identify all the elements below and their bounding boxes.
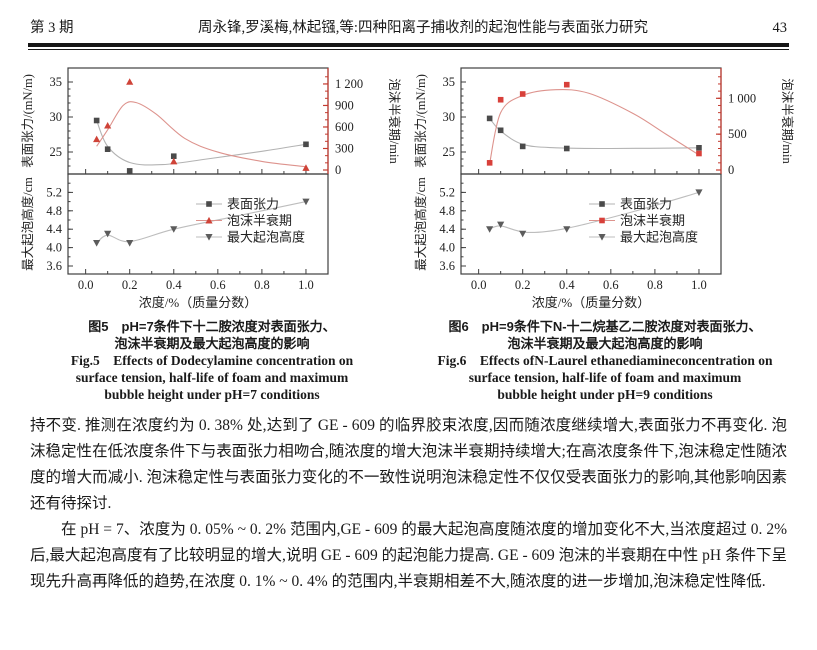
svg-text:表面张力/(mN/m): 表面张力/(mN/m) bbox=[20, 74, 35, 168]
body-text: 持不变. 推测在浓度约为 0. 38% 处,达到了 GE - 609 的临界胶束… bbox=[30, 413, 787, 595]
svg-text:0.4: 0.4 bbox=[166, 278, 182, 292]
issue-number: 第 3 期 bbox=[30, 20, 74, 36]
svg-text:浓度/%（质量分数）: 浓度/%（质量分数） bbox=[532, 295, 650, 310]
figure6-caption-en-line1: Fig.6 Effects ofN-Laurel ethanediamineco… bbox=[437, 352, 773, 368]
svg-text:表面张力/(mN/m): 表面张力/(mN/m) bbox=[413, 74, 428, 168]
figure6-caption-en-line2: surface tension, half-life of foam and m… bbox=[468, 369, 742, 385]
svg-text:0.2: 0.2 bbox=[515, 278, 531, 292]
figures-row: 0.0 0.2 0.4 0.6 0.8 1.0 浓度/%（质量分数） 25 30 35 表面张力/(… bbox=[0, 50, 817, 403]
figure6-caption-cn-line2: 泡沫半衰期及最大起泡高度的影响 bbox=[507, 335, 703, 351]
figure5-caption-en-line1: Fig.5 Effects of Dodecylamine concentrat… bbox=[70, 352, 354, 368]
page-number: 43 bbox=[772, 20, 788, 36]
figure6-caption: 图6 pH=9条件下N-十二烷基乙二胺浓度对表面张力、 泡沫半衰期及最大起泡高度… bbox=[411, 318, 799, 403]
svg-text:4.8: 4.8 bbox=[439, 203, 455, 217]
svg-text:900: 900 bbox=[335, 98, 354, 112]
figure6-caption-en-line3: bubble height under pH=9 conditions bbox=[497, 386, 713, 402]
figure-6: 0.0 0.2 0.4 0.6 0.8 1.0 浓度/%（质量分数） 25 30 35 表面张力/(… bbox=[411, 58, 799, 403]
svg-text:0: 0 bbox=[335, 163, 341, 177]
svg-text:最大起泡高度: 最大起泡高度 bbox=[227, 229, 305, 244]
svg-text:泡沫半衰期: 泡沫半衰期 bbox=[620, 213, 685, 228]
svg-text:600: 600 bbox=[335, 119, 354, 133]
svg-text:0.4: 0.4 bbox=[559, 278, 575, 292]
figure-5: 0.0 0.2 0.4 0.6 0.8 1.0 浓度/%（质量分数） 25 30 35 表面张力/(… bbox=[18, 58, 406, 403]
svg-text:泡沫半衰期/min: 泡沫半衰期/min bbox=[780, 78, 795, 164]
svg-text:3.6: 3.6 bbox=[46, 259, 62, 273]
svg-text:35: 35 bbox=[443, 75, 456, 89]
figure5-caption: 图5 pH=7条件下十二胺浓度对表面张力、 泡沫半衰期及最大起泡高度的影响 Fi… bbox=[18, 318, 406, 403]
svg-text:1.0: 1.0 bbox=[691, 278, 707, 292]
page-header: 第 3 期 周永锋,罗溪梅,林起镪,等:四种阳离子捕收剂的起泡性能与表面张力研究… bbox=[30, 16, 787, 37]
svg-text:最大起泡高度/cm: 最大起泡高度/cm bbox=[20, 176, 35, 270]
header-rule-thin bbox=[28, 48, 789, 50]
svg-text:25: 25 bbox=[443, 145, 456, 159]
svg-text:0.8: 0.8 bbox=[254, 278, 270, 292]
svg-text:0.8: 0.8 bbox=[647, 278, 663, 292]
running-title: 周永锋,罗溪梅,林起镪,等:四种阳离子捕收剂的起泡性能与表面张力研究 bbox=[198, 20, 648, 36]
svg-text:5.2: 5.2 bbox=[439, 185, 455, 199]
figure5-caption-en-line2: surface tension, half-life of foam and m… bbox=[75, 369, 349, 385]
svg-text:泡沫半衰期/min: 泡沫半衰期/min bbox=[387, 78, 402, 164]
svg-text:最大起泡高度: 最大起泡高度 bbox=[620, 229, 698, 244]
svg-text:300: 300 bbox=[335, 141, 354, 155]
svg-text:1 000: 1 000 bbox=[728, 91, 756, 105]
svg-text:500: 500 bbox=[728, 127, 747, 141]
svg-text:30: 30 bbox=[50, 110, 63, 124]
svg-text:0.2: 0.2 bbox=[122, 278, 138, 292]
figure5-caption-cn-line1: 图5 pH=7条件下十二胺浓度对表面张力、 bbox=[88, 318, 336, 334]
svg-text:泡沫半衰期: 泡沫半衰期 bbox=[227, 213, 292, 228]
svg-text:4.0: 4.0 bbox=[46, 240, 62, 254]
svg-text:0.0: 0.0 bbox=[471, 278, 487, 292]
figure5-chart: 0.0 0.2 0.4 0.6 0.8 1.0 浓度/%（质量分数） 25 30 35 表面张力/(… bbox=[20, 66, 402, 310]
svg-text:表面张力: 表面张力 bbox=[227, 196, 279, 211]
svg-text:0.6: 0.6 bbox=[603, 278, 619, 292]
svg-text:0.6: 0.6 bbox=[210, 278, 226, 292]
svg-text:0: 0 bbox=[728, 163, 734, 177]
svg-text:25: 25 bbox=[50, 145, 63, 159]
svg-text:最大起泡高度/cm: 最大起泡高度/cm bbox=[413, 176, 428, 270]
svg-text:4.8: 4.8 bbox=[46, 203, 62, 217]
svg-text:表面张力: 表面张力 bbox=[620, 196, 672, 211]
svg-text:30: 30 bbox=[443, 110, 456, 124]
figure5-caption-en-line3: bubble height under pH=7 conditions bbox=[104, 386, 320, 402]
figure6-caption-cn-line1: 图6 pH=9条件下N-十二烷基乙二胺浓度对表面张力、 bbox=[448, 318, 762, 334]
figure6-chart: 0.0 0.2 0.4 0.6 0.8 1.0 浓度/%（质量分数） 25 30 35 表面张力/(… bbox=[413, 66, 795, 310]
svg-text:35: 35 bbox=[50, 75, 63, 89]
svg-text:4.4: 4.4 bbox=[439, 222, 455, 236]
figure5-caption-cn-line2: 泡沫半衰期及最大起泡高度的影响 bbox=[114, 335, 310, 351]
svg-text:4.0: 4.0 bbox=[439, 240, 455, 254]
paragraph-1: 持不变. 推测在浓度约为 0. 38% 处,达到了 GE - 609 的临界胶束… bbox=[30, 416, 787, 512]
header-rule-thick bbox=[28, 43, 789, 47]
svg-text:3.6: 3.6 bbox=[439, 259, 455, 273]
header-rule bbox=[28, 43, 789, 50]
svg-text:浓度/%（质量分数）: 浓度/%（质量分数） bbox=[139, 295, 257, 310]
svg-text:1 200: 1 200 bbox=[335, 76, 363, 90]
svg-text:1.0: 1.0 bbox=[298, 278, 314, 292]
svg-text:0.0: 0.0 bbox=[78, 278, 94, 292]
svg-text:5.2: 5.2 bbox=[46, 185, 62, 199]
svg-text:4.4: 4.4 bbox=[46, 222, 62, 236]
paragraph-2: 在 pH = 7、浓度为 0. 05% ~ 0. 2% 范围内,GE - 609… bbox=[30, 520, 787, 590]
